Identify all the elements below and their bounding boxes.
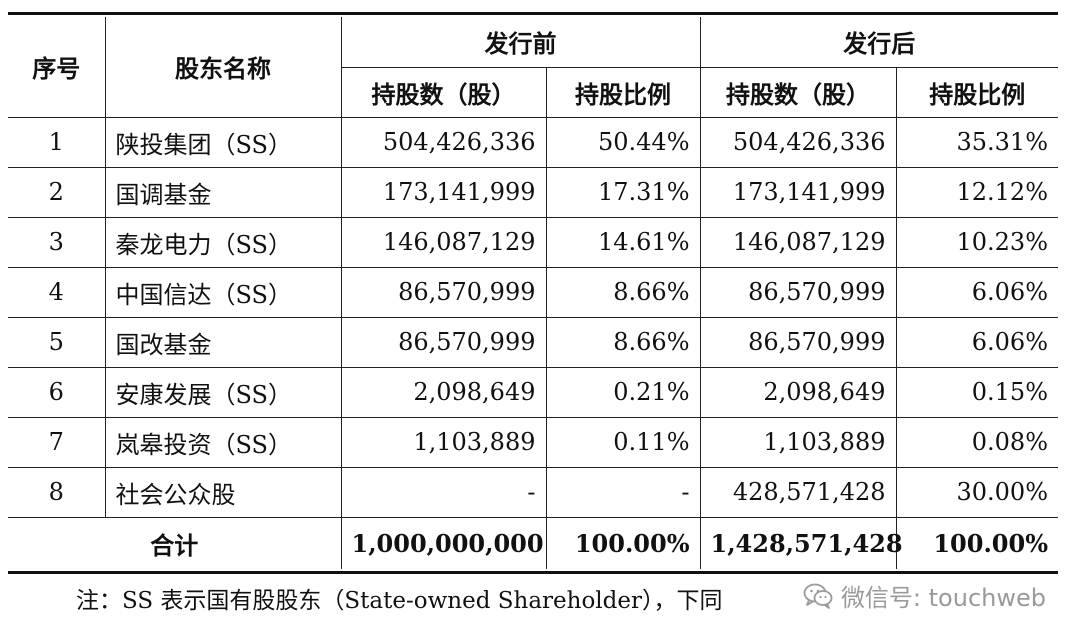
- total-after-shares: 1,428,571,428: [699, 516, 903, 569]
- header-seq: 序号: [8, 17, 106, 118]
- before-shares: 1,103,889: [340, 416, 547, 468]
- after-shares: 86,570,999: [699, 266, 897, 318]
- before-ratio: 14.61%: [545, 216, 701, 268]
- before-ratio: -: [545, 466, 701, 518]
- before-shares: 504,426,336: [340, 116, 547, 168]
- table-row: 7 岚皋投资（SS） 1,103,889 0.11% 1,103,889 0.0…: [8, 416, 1058, 468]
- row-index: 3: [8, 216, 106, 268]
- before-shares: -: [340, 466, 547, 518]
- row-index: 7: [8, 416, 106, 468]
- after-shares: 2,098,649: [699, 366, 897, 418]
- after-shares: 428,571,428: [699, 466, 897, 518]
- after-shares: 504,426,336: [699, 116, 897, 168]
- footnote: 注：SS 表示国有股股东（State-owned Shareholder），下同: [76, 588, 723, 614]
- table-row: 4 中国信达（SS） 86,570,999 8.66% 86,570,999 6…: [8, 266, 1058, 318]
- after-shares: 146,087,129: [699, 216, 897, 268]
- bottom-rule: [8, 571, 1058, 574]
- row-index: 4: [8, 266, 106, 318]
- before-ratio: 8.66%: [545, 316, 701, 368]
- after-ratio: 6.06%: [895, 266, 1058, 318]
- shareholder-name: 社会公众股: [104, 466, 342, 518]
- before-ratio: 50.44%: [545, 116, 701, 168]
- table-row: 2 国调基金 173,141,999 17.31% 173,141,999 12…: [8, 166, 1058, 218]
- shareholder-name: 秦龙电力（SS）: [104, 216, 342, 268]
- shareholder-name: 国改基金: [104, 316, 342, 368]
- before-shares: 86,570,999: [340, 266, 547, 318]
- shareholder-name: 安康发展（SS）: [104, 366, 342, 418]
- row-index: 1: [8, 116, 106, 168]
- row-index: 5: [8, 316, 106, 368]
- after-ratio: 10.23%: [895, 216, 1058, 268]
- after-ratio: 30.00%: [895, 466, 1058, 518]
- table-row: 5 国改基金 86,570,999 8.66% 86,570,999 6.06%: [8, 316, 1058, 368]
- before-ratio: 17.31%: [545, 166, 701, 218]
- row-index: 8: [8, 466, 106, 518]
- table-row: 6 安康发展（SS） 2,098,649 0.21% 2,098,649 0.1…: [8, 366, 1058, 418]
- after-ratio: 0.15%: [895, 366, 1058, 418]
- before-shares: 173,141,999: [340, 166, 547, 218]
- before-ratio: 0.11%: [545, 416, 701, 468]
- after-shares: 86,570,999: [699, 316, 897, 368]
- header-before-issuance: 发行前: [340, 17, 701, 68]
- after-ratio: 35.31%: [895, 116, 1058, 168]
- after-ratio: 6.06%: [895, 316, 1058, 368]
- before-shares: 86,570,999: [340, 316, 547, 368]
- header-before-shares: 持股数（股）: [341, 66, 547, 118]
- shareholding-table-container: 序号 股东名称 发行前 发行后 持股数（股） 持股比例 持股数（股） 持股比例 …: [8, 12, 1058, 574]
- total-before-shares: 1,000,000,000: [340, 516, 547, 569]
- shareholder-name: 中国信达（SS）: [104, 266, 342, 318]
- after-shares: 173,141,999: [699, 166, 897, 218]
- before-shares: 146,087,129: [340, 216, 547, 268]
- total-row: 合计 1,000,000,000 100.00% 1,428,571,428 1…: [8, 516, 1058, 569]
- watermark: 微信号: touchweb: [803, 578, 1046, 613]
- total-after-ratio: 100.00%: [895, 516, 1058, 569]
- total-label: 合计: [8, 516, 342, 569]
- row-index: 6: [8, 366, 106, 418]
- wechat-icon: [803, 583, 833, 609]
- shareholder-name: 陕投集团（SS）: [104, 116, 342, 168]
- table-row: 3 秦龙电力（SS） 146,087,129 14.61% 146,087,12…: [8, 216, 1058, 268]
- before-ratio: 0.21%: [545, 366, 701, 418]
- table-row: 8 社会公众股 - - 428,571,428 30.00%: [8, 466, 1058, 518]
- after-shares: 1,103,889: [699, 416, 897, 468]
- total-before-ratio: 100.00%: [545, 516, 701, 569]
- shareholder-name: 岚皋投资（SS）: [104, 416, 342, 468]
- before-ratio: 8.66%: [545, 266, 701, 318]
- before-shares: 2,098,649: [340, 366, 547, 418]
- header-name: 股东名称: [104, 17, 342, 118]
- after-ratio: 12.12%: [895, 166, 1058, 218]
- row-index: 2: [8, 166, 106, 218]
- header-after-ratio: 持股比例: [895, 66, 1058, 118]
- watermark-text: 微信号: touchweb: [840, 584, 1046, 612]
- shareholding-table: 序号 股东名称 发行前 发行后 持股数（股） 持股比例 持股数（股） 持股比例 …: [8, 17, 1058, 569]
- table-row: 1 陕投集团（SS） 504,426,336 50.44% 504,426,33…: [8, 116, 1058, 168]
- header-before-ratio: 持股比例: [545, 66, 701, 118]
- header-after-shares: 持股数（股）: [699, 66, 897, 118]
- top-rule: [8, 12, 1058, 15]
- after-ratio: 0.08%: [895, 416, 1058, 468]
- shareholder-name: 国调基金: [104, 166, 342, 218]
- header-after-issuance: 发行后: [699, 17, 1058, 68]
